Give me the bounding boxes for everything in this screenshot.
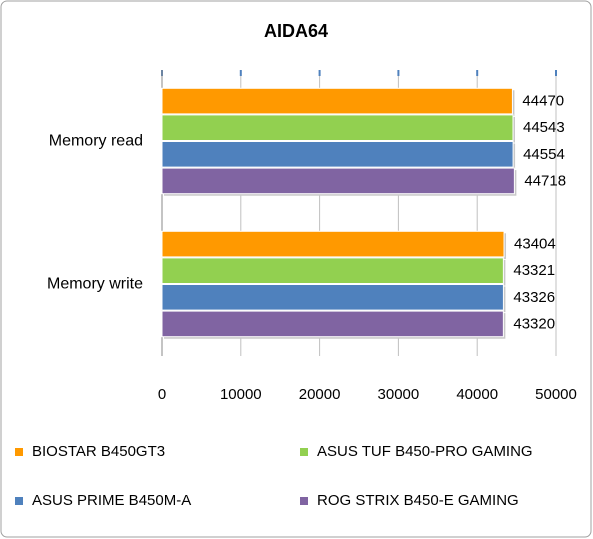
value-label: 44554 (523, 146, 565, 163)
value-label: 44718 (524, 172, 566, 189)
x-tick-label: 50000 (535, 386, 577, 403)
chart-title: AIDA64 (264, 21, 328, 41)
legend-label: ROG STRIX B450-E GAMING (317, 492, 519, 509)
bar (161, 114, 514, 142)
legend-swatch (15, 497, 23, 505)
x-tick-label: 30000 (378, 386, 420, 403)
value-label: 44470 (522, 93, 564, 110)
legend-swatch (15, 448, 23, 456)
legend-swatch (300, 497, 308, 505)
category-label: Memory read (49, 133, 143, 150)
bar (161, 87, 513, 115)
legend-label: BIOSTAR B450GT3 (32, 443, 165, 460)
value-label: 43326 (513, 289, 555, 306)
bar (161, 230, 505, 258)
bar (161, 257, 504, 284)
bar (161, 141, 514, 168)
legend-label: ASUS TUF B450-PRO GAMING (317, 443, 533, 460)
legend-label: ASUS PRIME B450M-A (32, 492, 191, 509)
category-label: Memory write (47, 276, 143, 293)
value-label: 44543 (523, 119, 565, 136)
x-tick-label: 10000 (220, 386, 262, 403)
x-tick-label: 20000 (299, 386, 341, 403)
x-tick-label: 40000 (456, 386, 498, 403)
legend-swatch (300, 448, 308, 456)
bar (161, 310, 504, 338)
value-label: 43404 (514, 236, 556, 253)
bar (161, 167, 515, 195)
x-tick-label: 0 (158, 386, 166, 403)
bar (161, 284, 504, 311)
value-label: 43321 (513, 262, 555, 279)
value-label: 43320 (513, 315, 555, 332)
